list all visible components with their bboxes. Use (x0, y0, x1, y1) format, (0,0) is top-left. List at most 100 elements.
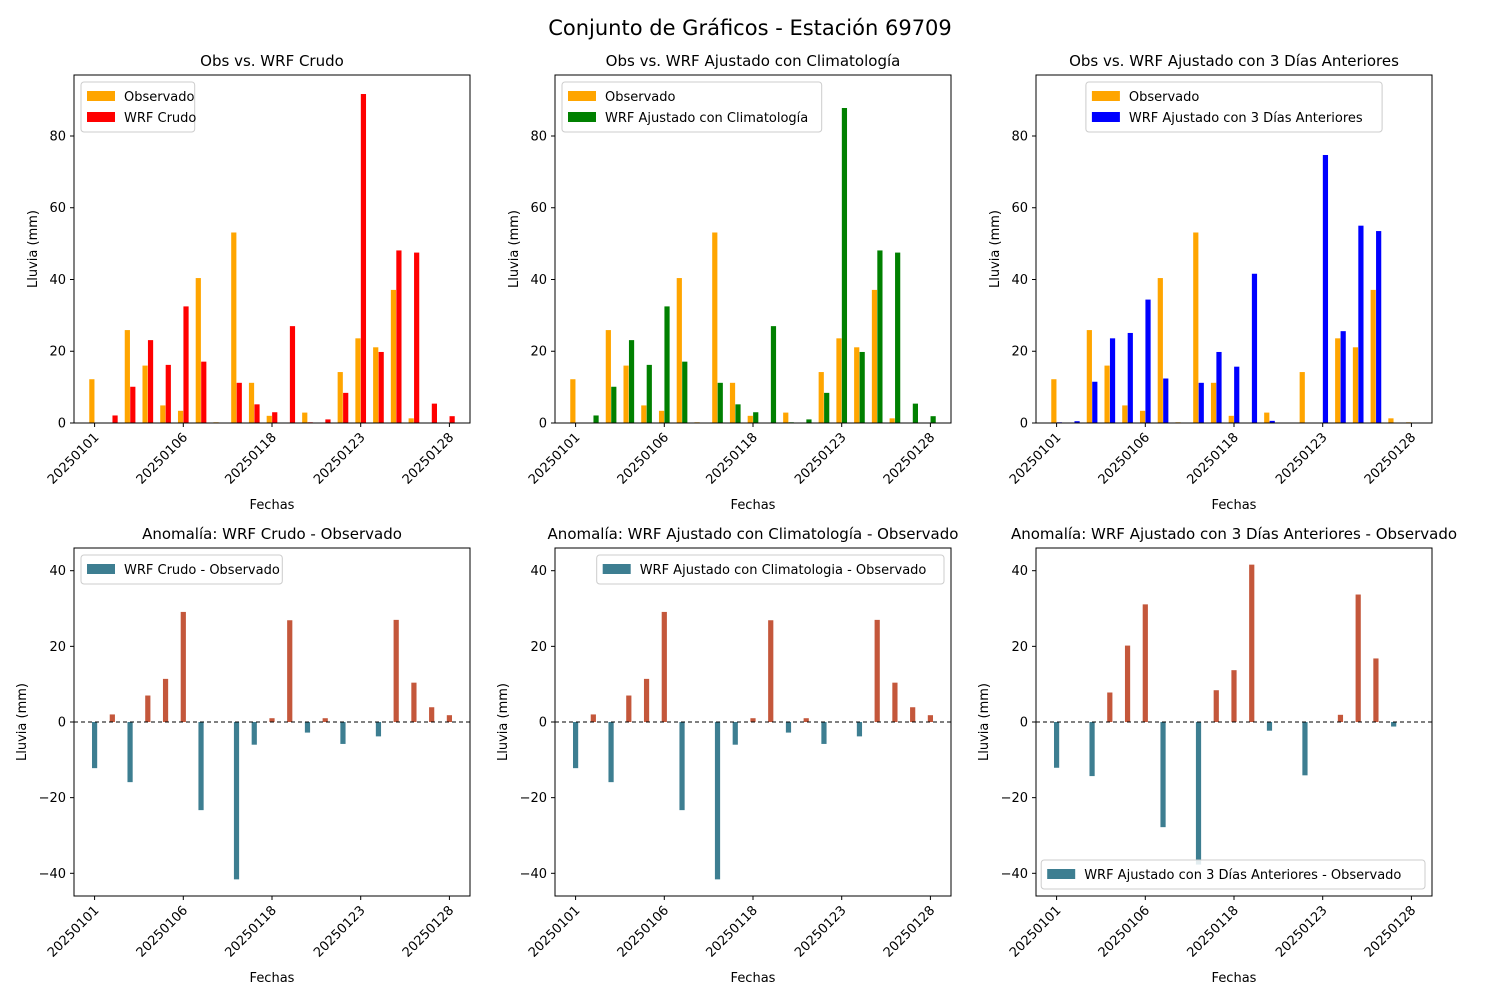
bar (605, 330, 611, 423)
legend-label: WRF Crudo - Observado (124, 563, 280, 578)
x-tick-label: 20250118 (703, 903, 760, 960)
y-tick-label: 40 (1011, 273, 1028, 288)
legend-box (561, 81, 823, 133)
y-tick-label: 0 (58, 417, 66, 432)
bar (130, 386, 136, 423)
bar (145, 695, 151, 722)
y-tick-label: 20 (1011, 640, 1028, 655)
bar (1251, 273, 1258, 423)
bar (287, 620, 293, 722)
bar (233, 722, 240, 880)
y-tick-label: −40 (39, 867, 66, 882)
panel-title: Anomalía: WRF Ajustado con Climatología … (548, 525, 959, 543)
bar (768, 620, 774, 722)
bar (910, 707, 916, 722)
y-tick-label: 40 (530, 273, 547, 288)
y-axis-label: Lluvia (mm) (507, 210, 522, 288)
bar (431, 403, 437, 423)
legend-label: Observado (124, 90, 195, 105)
y-tick-label: 80 (49, 129, 66, 144)
x-tick-label: 20250128 (400, 903, 457, 960)
bar (1086, 330, 1092, 423)
bar (1092, 381, 1098, 423)
bar (643, 678, 650, 722)
bar (1051, 379, 1057, 423)
bar (411, 682, 417, 722)
bar (676, 278, 682, 423)
bar (429, 707, 435, 722)
panel-title: Obs vs. WRF Ajustado con 3 Días Anterior… (1069, 52, 1399, 70)
x-tick-label: 20250123 (311, 430, 368, 487)
bar (109, 714, 115, 722)
bar (304, 722, 311, 733)
bar (254, 404, 260, 423)
bar (1370, 289, 1376, 423)
x-tick-label: 20250123 (311, 903, 368, 960)
y-tick-label: 40 (1011, 564, 1028, 579)
x-tick-label: 20250128 (881, 903, 938, 960)
bar (1053, 722, 1060, 768)
x-tick-label: 20250101 (1007, 430, 1064, 487)
bar (408, 418, 414, 423)
bar (626, 695, 632, 722)
x-tick-label: 20250118 (1184, 903, 1241, 960)
bar (251, 722, 257, 745)
y-tick-label: 0 (539, 417, 547, 432)
bar (1269, 420, 1275, 423)
bar (414, 252, 420, 423)
x-tick-label: 20250106 (1096, 430, 1153, 487)
bar (570, 379, 576, 423)
bar (1352, 347, 1359, 423)
bar (1358, 225, 1364, 423)
bar (658, 410, 665, 423)
x-tick-label: 20250123 (1273, 903, 1330, 960)
bar (682, 361, 688, 423)
bar (1210, 382, 1217, 423)
y-tick-label: 0 (1020, 417, 1028, 432)
bar (1337, 714, 1344, 722)
bar (1089, 722, 1095, 777)
legend-swatch (568, 112, 596, 122)
bar (378, 351, 384, 423)
bar (337, 372, 343, 423)
bar (806, 419, 812, 423)
bar (231, 232, 237, 423)
bar (572, 722, 579, 769)
y-tick-label: 60 (530, 201, 547, 216)
bar (854, 347, 860, 423)
bar (664, 306, 670, 423)
bar (1074, 421, 1080, 423)
bar (91, 722, 98, 769)
bar (1193, 232, 1199, 423)
bar (373, 347, 379, 423)
bar (1163, 378, 1169, 423)
bar (89, 379, 95, 423)
y-axis-label: Lluvia (mm) (26, 210, 41, 288)
y-tick-label: −20 (520, 791, 547, 806)
bar (892, 682, 898, 722)
bar (236, 382, 242, 423)
bar (712, 232, 718, 423)
bar (1299, 372, 1305, 423)
bar (142, 365, 148, 423)
bar (1302, 722, 1308, 776)
x-tick-label: 20250118 (703, 430, 760, 487)
bar (1335, 338, 1341, 423)
bar (340, 722, 346, 744)
y-tick-label: 20 (1011, 345, 1028, 360)
bar (821, 722, 827, 744)
bar (195, 278, 201, 423)
bar (183, 306, 189, 423)
bar (177, 410, 184, 423)
bar (895, 252, 901, 423)
legend-label: WRF Crudo (124, 111, 196, 126)
bar (1388, 418, 1394, 423)
y-tick-label: 20 (530, 345, 547, 360)
bar (750, 718, 756, 722)
x-tick-label: 20250101 (45, 903, 102, 960)
x-tick-label: 20250123 (792, 430, 849, 487)
bar (396, 250, 402, 423)
bar (714, 722, 721, 880)
bar (360, 94, 367, 423)
